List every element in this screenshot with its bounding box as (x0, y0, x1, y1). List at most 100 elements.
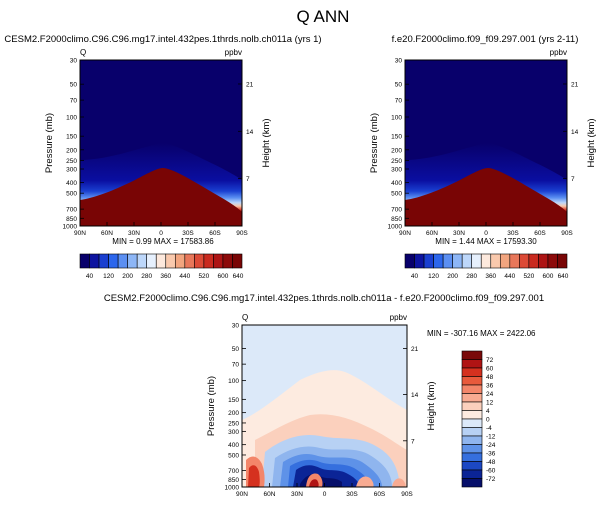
panel-left-colorbar-swatch (232, 253, 243, 269)
panel-right-xtick-label: 30N (453, 230, 465, 237)
panel-left-ytick-label: 70 (70, 98, 78, 105)
panel-right-xtick-label: 90S (561, 230, 573, 237)
panel-right-colorbar-swatch (442, 253, 453, 269)
panel-right-colorbar-label: 360 (485, 273, 496, 280)
panel-diff-xtick-label: 60N (264, 491, 276, 498)
panel-right-ytick-label: 850 (391, 216, 402, 223)
panel-diff-var-label: Q (242, 313, 248, 322)
panel-left-colorbar-swatch (98, 253, 109, 269)
panel-right-ytick-label: 100 (391, 114, 402, 121)
panel-left-colorbar-label: 520 (198, 273, 209, 280)
panel-left-title: CESM2.F2000climo.C96.C96.mg17.intel.432p… (4, 34, 321, 45)
panel-diff-ytick-label: 50 (232, 346, 240, 353)
panel-diff-ytick-label: 150 (228, 397, 239, 404)
panel-right-unit-label: ppbv (550, 48, 567, 57)
panel-diff: CESM2.F2000climo.C96.C96.mg17.intel.432p… (104, 293, 544, 498)
panel-diff-y2tick-label: 7 (411, 438, 415, 445)
panel-diff-colorbar-label: -72 (486, 476, 496, 483)
panel-left-ylabel: Pressure (mb) (44, 113, 55, 173)
panel-right-colorbar-swatch (547, 253, 558, 269)
panel-right-ytick-label: 150 (391, 134, 402, 141)
panel-diff-stats: MIN = -307.16 MAX = 2422.06 (427, 329, 536, 338)
panel-left-ytick-label: 700 (66, 207, 77, 214)
panel-right-colorbar-swatch (471, 253, 482, 269)
panel-diff-colorbar-swatch (461, 384, 483, 394)
panel-right-colorbar-label: 280 (466, 273, 477, 280)
panel-left-stats: MIN = 0.99 MAX = 17583.86 (112, 237, 214, 246)
panel-diff-xtick-label: 60S (374, 491, 386, 498)
panel-right-colorbar-label: 440 (504, 273, 515, 280)
panel-left-colorbar-swatch (108, 253, 119, 269)
panel-left-colorbar-swatch (174, 253, 186, 269)
panel-right: f.e20.F2000climo.f09_f09.297.001 (yrs 2-… (369, 34, 597, 280)
panel-diff-colorbar-label: -24 (486, 442, 496, 449)
panel-diff-colorbar-label: -60 (486, 468, 496, 475)
panel-diff-colorbar-swatch (461, 393, 483, 403)
panel-diff-ytick-label: 200 (228, 410, 239, 417)
panel-diff-title: CESM2.F2000climo.C96.C96.mg17.intel.432p… (104, 293, 544, 304)
panel-diff-colorbar-swatch (461, 478, 483, 488)
panel-right-colorbar-swatch (414, 253, 425, 269)
panel-left-xtick-label: 90S (236, 230, 248, 237)
panel-right-y2tick-label: 14 (571, 129, 579, 136)
panel-left-colorbar-swatch (155, 253, 167, 269)
panel-left-field (80, 60, 242, 226)
panel-right-colorbar-label: 640 (558, 273, 569, 280)
panel-diff-xtick-label: 0 (323, 491, 327, 498)
panel-right-y2tick-label: 7 (571, 176, 575, 183)
panel-right-ytick-label: 30 (395, 58, 403, 65)
panel-left-colorbar-swatch (89, 253, 100, 269)
panel-right-ytick-label: 300 (391, 167, 402, 174)
panel-diff-ytick-label: 700 (228, 468, 239, 475)
panel-left-colorbar-swatch (146, 253, 157, 269)
panel-left-ytick-label: 400 (66, 180, 77, 187)
panel-left-ytick-label: 1000 (63, 224, 78, 231)
panel-left-ytick-label: 50 (70, 82, 78, 89)
panel-diff-colorbar-swatch (461, 444, 483, 454)
panel-right-stats: MIN = 1.44 MAX = 17593.30 (435, 237, 537, 246)
panel-left-xtick-label: 30N (128, 230, 140, 237)
panel-left-colorbar-label: 600 (218, 273, 229, 280)
panel-left-colorbar-swatch (136, 253, 148, 269)
panel-right-colorbar-label: 600 (543, 273, 554, 280)
panel-diff-colorbar-label: 0 (486, 417, 490, 424)
panel-diff-colorbar-swatch (461, 427, 483, 437)
panel-left-y2tick-label: 7 (246, 176, 250, 183)
panel-diff-colorbar-swatch (461, 469, 483, 479)
panel-diff-colorbar-swatch (461, 359, 483, 369)
panel-right-xtick-label: 30S (507, 230, 519, 237)
panel-diff-xtick-label: 90S (401, 491, 413, 498)
panel-right-ytick-label: 700 (391, 207, 402, 214)
panel-right-colorbar-swatch (490, 253, 501, 269)
panel-diff-colorbar-label: 4 (486, 408, 490, 415)
panel-right-ytick-label: 200 (391, 147, 402, 154)
panel-left-colorbar-swatch (165, 253, 176, 269)
panel-right-colorbar-swatch (528, 253, 539, 269)
panel-right-y2label: Height (km) (586, 118, 597, 167)
panel-left-ytick-label: 500 (66, 191, 77, 198)
panel-left-colorbar-label: 360 (160, 273, 171, 280)
panel-left-xtick-label: 90N (74, 230, 86, 237)
panel-diff-colorbar-swatch (461, 350, 483, 360)
panel-left-ytick-label: 30 (70, 58, 78, 65)
panel-diff-colorbar-label: -12 (486, 434, 496, 441)
panel-right-ytick-label: 400 (391, 180, 402, 187)
panel-diff-ytick-label: 100 (228, 378, 239, 385)
panel-diff-colorbar-label: 60 (486, 366, 494, 373)
panel-left-y2tick-label: 14 (246, 129, 254, 136)
panel-diff-colorbar-swatch (461, 401, 483, 411)
panel-left-y2label: Height (km) (261, 118, 272, 167)
panel-left-colorbar-label: 280 (141, 273, 152, 280)
panel-left-y2tick-label: 21 (246, 81, 254, 88)
panel-left: CESM2.F2000climo.C96.C96.mg17.intel.432p… (4, 34, 321, 280)
panel-diff-colorbar-swatch (461, 376, 483, 386)
panel-diff-colorbar-swatch (461, 418, 483, 428)
panel-right-field (405, 60, 567, 226)
panel-right-colorbar-swatch (499, 253, 511, 269)
panel-right-colorbar-swatch (519, 253, 530, 269)
panel-diff-colorbar-swatch (461, 410, 483, 420)
panel-diff-colorbar-label: 12 (486, 400, 494, 407)
panel-left-unit-label: ppbv (225, 48, 242, 57)
panel-left-colorbar-swatch (127, 253, 138, 269)
panel-right-ylabel: Pressure (mb) (369, 113, 380, 173)
